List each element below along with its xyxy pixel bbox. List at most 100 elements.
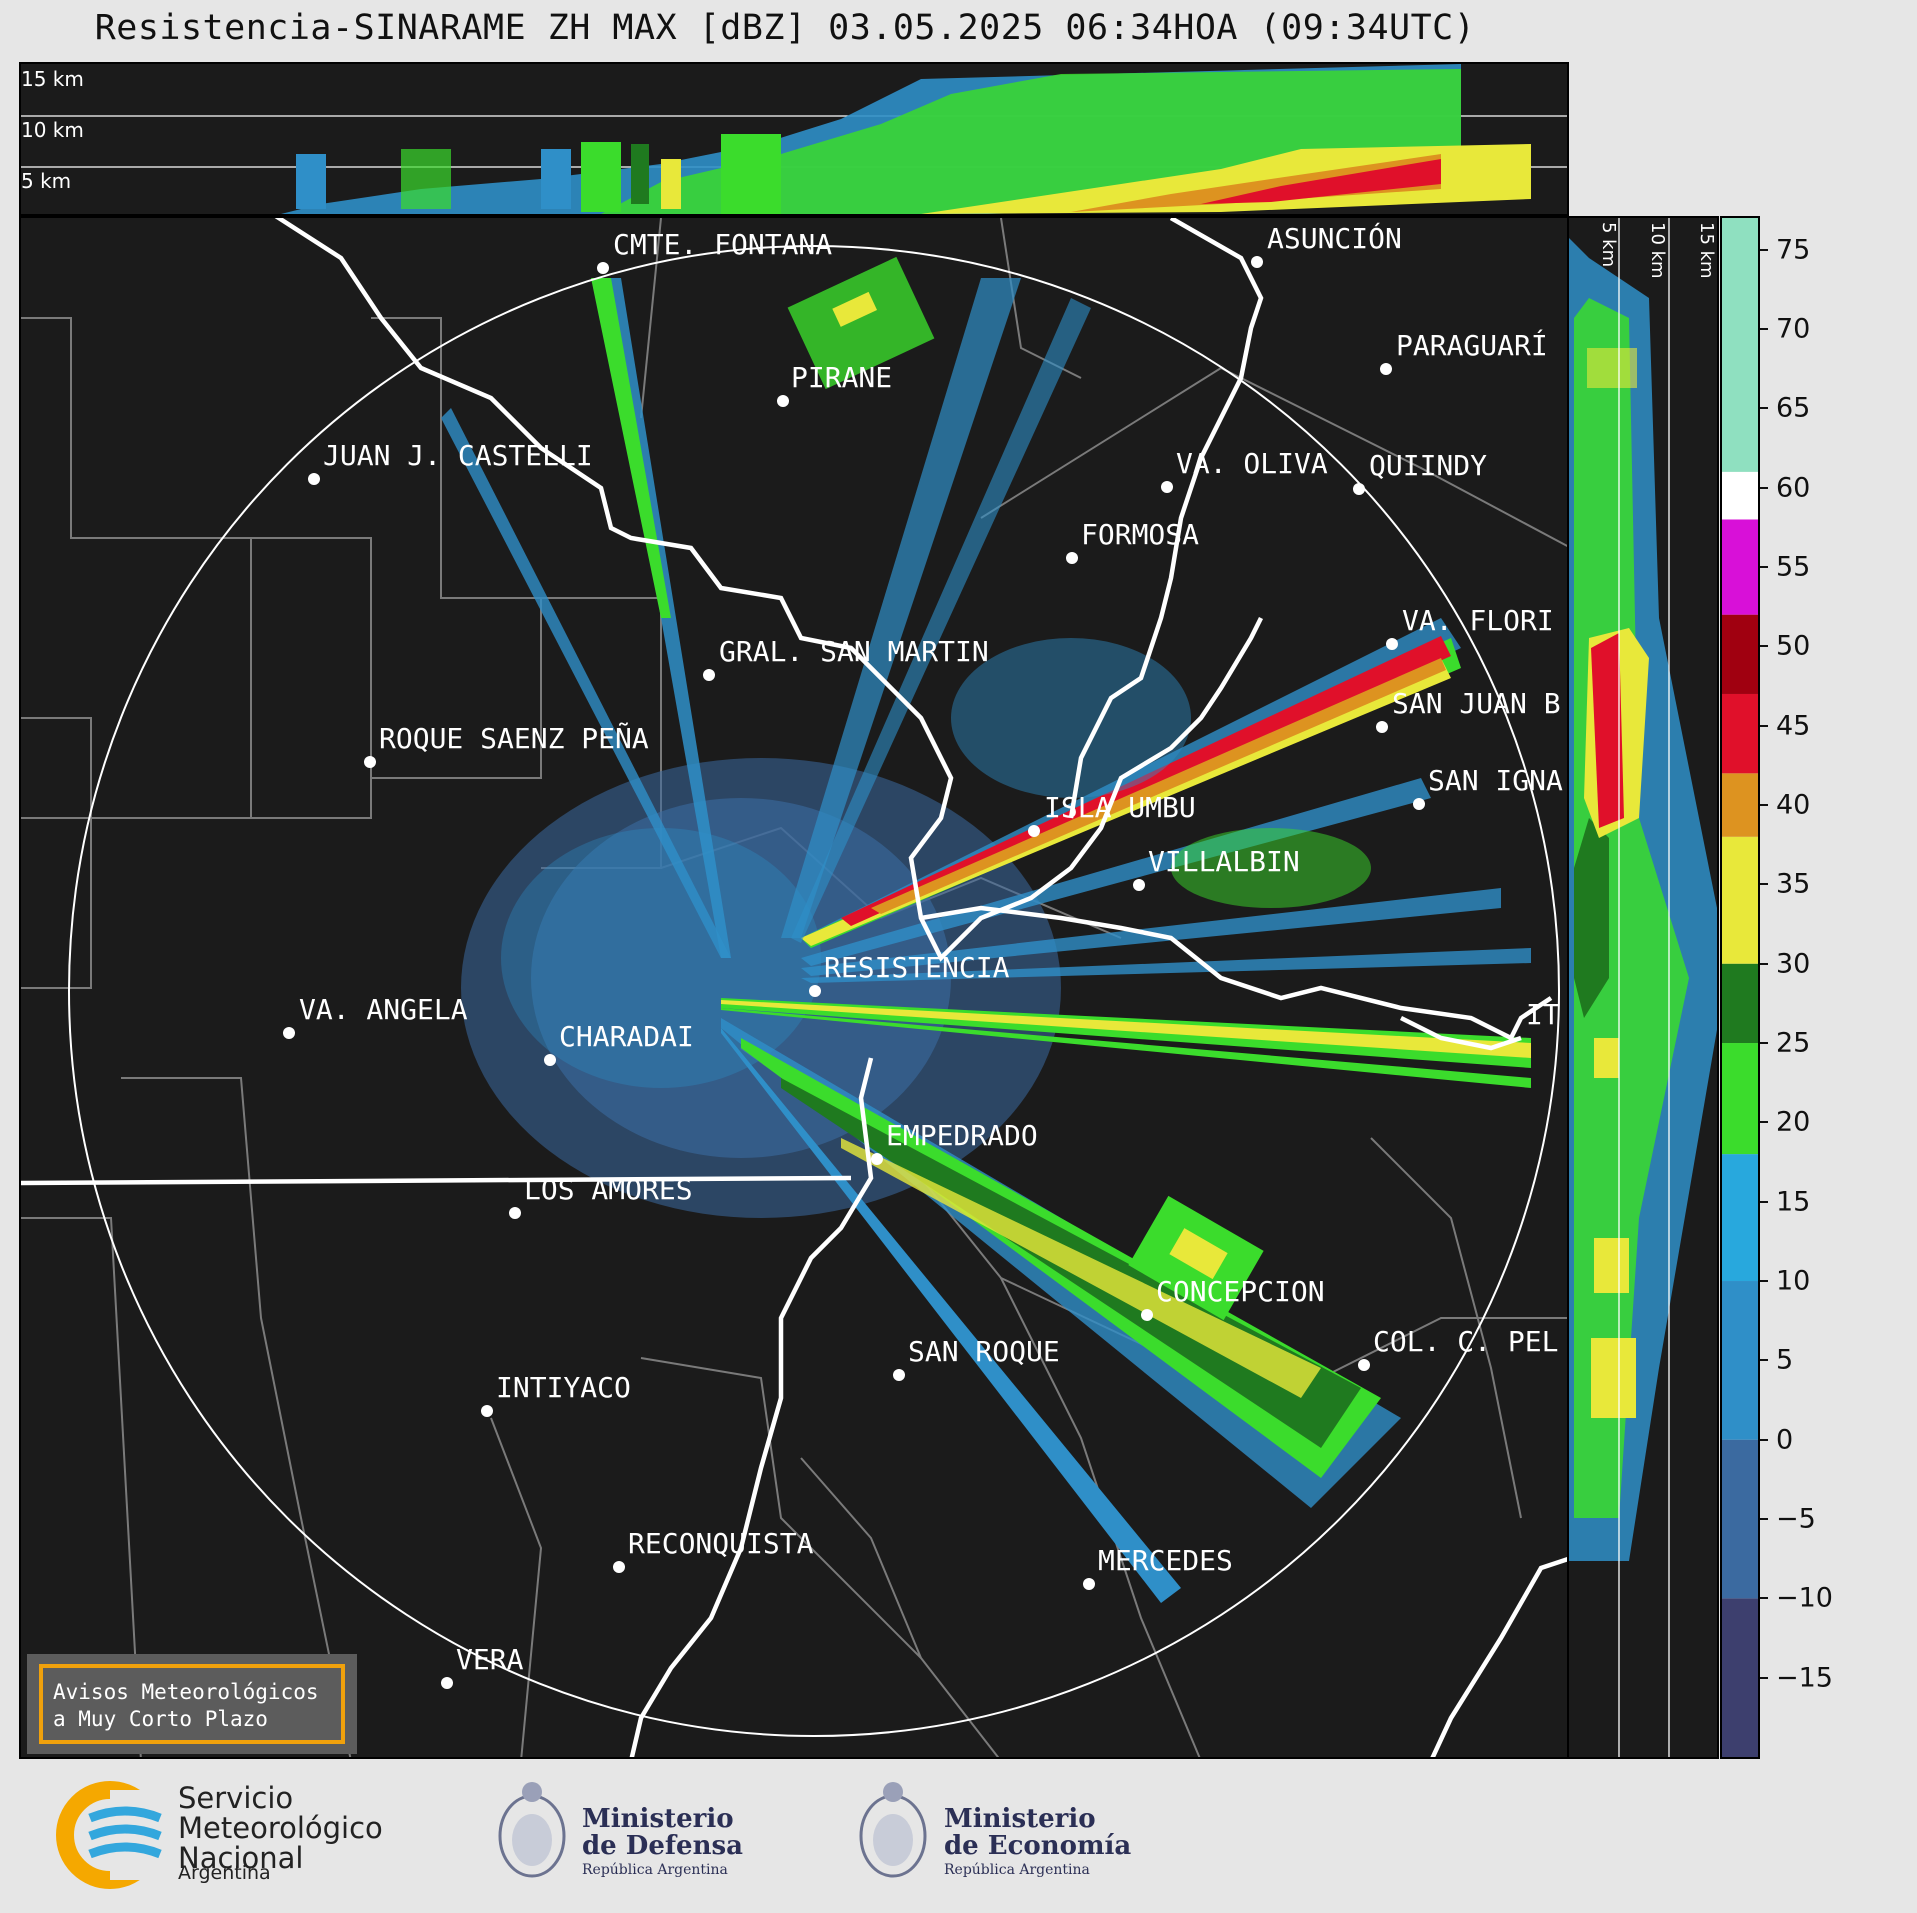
city-label: VA. FLORI — [1402, 604, 1554, 637]
side-height-label-5: 5 km — [1598, 222, 1619, 268]
colorbar-tick-mark — [1760, 1676, 1768, 1679]
colorbar-tick-label: 40 — [1776, 789, 1811, 821]
top-height-label-5: 5 km — [21, 169, 72, 193]
economia-line-1: Ministerio — [944, 1804, 1096, 1834]
coat-of-arms-icon — [859, 1782, 927, 1878]
city-label: ASUNCIÓN — [1267, 221, 1402, 255]
smn-line-1: Servicio — [178, 1781, 294, 1815]
borders-rivers — [21, 218, 1567, 1757]
map-title: Resistencia-SINARAME ZH MAX [dBZ] 03.05.… — [94, 8, 1476, 48]
colorbar-tick-label: 65 — [1776, 392, 1811, 424]
colorbar-band — [1722, 1154, 1758, 1282]
city-label: FORMOSA — [1081, 518, 1199, 551]
dbz-colorbar — [1720, 216, 1760, 1759]
side-profile-svg — [1569, 218, 1717, 1757]
city-label: CONCEPCION — [1156, 1275, 1325, 1308]
colorbar-tick-mark — [1760, 1518, 1768, 1520]
side-height-label-15: 15 km — [1696, 222, 1717, 279]
colorbar-tick-label: 30 — [1776, 948, 1811, 980]
defensa-line-1: Ministerio — [582, 1804, 734, 1834]
footer-logos — [0, 1760, 1917, 1909]
radar-map[interactable]: CMTE. FONTANA ASUNCIÓN PARAGUARÍ PIRANE … — [19, 216, 1569, 1759]
city-label: EMPEDRADO — [886, 1119, 1038, 1152]
side-height-profile-panel: 5 km 10 km 15 km — [1569, 216, 1719, 1759]
colorbar-tick-mark — [1760, 804, 1768, 807]
colorbar-tick-label: −10 — [1776, 1582, 1833, 1614]
city-label: JUAN J. CASTELLI — [323, 439, 593, 472]
smn-line-3: Nacional — [178, 1841, 304, 1875]
colorbar-tick-mark — [1760, 486, 1768, 489]
city-label: GRAL. SAN MARTIN — [719, 635, 989, 668]
city-label: VILLALBIN — [1148, 845, 1300, 878]
colorbar-tick-mark — [1760, 645, 1768, 648]
city-label: RESISTENCIA — [824, 951, 1010, 984]
colorbar-tick-label: 20 — [1776, 1106, 1811, 1138]
colorbar-ticks: 75 70 65 60 55 50 45 40 35 30 25 20 15 10 5 0 −5 −10 −15 — [1760, 216, 1880, 1759]
colorbar-tick-mark — [1760, 1042, 1768, 1045]
colorbar-tick-label: 60 — [1776, 472, 1811, 504]
colorbar-band — [1722, 1598, 1758, 1757]
colorbar-tick-mark — [1760, 962, 1768, 965]
colorbar-tick-label: 75 — [1776, 234, 1811, 266]
defensa-line-3: República Argentina — [582, 1862, 728, 1878]
colorbar-gradient — [1722, 218, 1758, 1757]
city-label: CHARADAI — [559, 1020, 694, 1053]
colorbar-band — [1722, 836, 1758, 964]
colorbar-band — [1722, 963, 1758, 1044]
city-label: ROQUE SAENZ PEÑA — [379, 721, 649, 755]
top-height-label-15: 15 km — [21, 67, 84, 91]
colorbar-tick-mark — [1760, 248, 1768, 251]
colorbar-tick-label: 55 — [1776, 551, 1811, 583]
city-label: SAN ROQUE — [908, 1335, 1060, 1368]
notice-line-2: a Muy Corto Plazo — [53, 1707, 268, 1731]
colorbar-tick-mark — [1760, 883, 1768, 886]
city-label: VA. OLIVA — [1176, 447, 1328, 480]
defensa-line-2: de Defensa — [582, 1831, 743, 1861]
city-markers — [283, 256, 1425, 1689]
nowcasting-notice[interactable]: Avisos Meteorológicos a Muy Corto Plazo — [27, 1654, 357, 1754]
notice-line-1: Avisos Meteorológicos — [53, 1680, 319, 1704]
colorbar-tick-mark — [1760, 566, 1768, 569]
smn-logo-icon — [56, 1781, 170, 1889]
colorbar-tick-mark — [1760, 724, 1768, 727]
colorbar-band — [1722, 773, 1758, 837]
colorbar-tick-label: 15 — [1776, 1186, 1811, 1218]
city-label: VA. ANGELA — [299, 993, 468, 1026]
city-labels: CMTE. FONTANA ASUNCIÓN PARAGUARÍ PIRANE … — [299, 221, 1563, 1676]
colorbar-tick-label: 10 — [1776, 1265, 1811, 1297]
colorbar-tick-label: −15 — [1776, 1662, 1833, 1694]
city-label: PIRANE — [791, 361, 892, 394]
city-label: INTIYACO — [496, 1371, 631, 1404]
footer-logo-art — [56, 1781, 927, 1889]
city-label: RECONQUISTA — [628, 1527, 814, 1560]
coat-of-arms-icon — [498, 1782, 566, 1878]
side-height-label-10: 10 km — [1647, 222, 1668, 279]
colorbar-tick-label: 5 — [1776, 1344, 1794, 1376]
city-label: SAN IGNA — [1428, 764, 1563, 797]
colorbar-tick-label: 70 — [1776, 313, 1811, 345]
city-label: COL. C. PEL — [1373, 1325, 1558, 1358]
city-label: IT — [1526, 998, 1560, 1031]
colorbar-tick-label: 50 — [1776, 630, 1811, 662]
city-label: CMTE. FONTANA — [613, 228, 832, 261]
colorbar-tick-mark — [1760, 1121, 1768, 1124]
top-profile-svg — [21, 64, 1567, 214]
radar-map-svg: CMTE. FONTANA ASUNCIÓN PARAGUARÍ PIRANE … — [21, 218, 1567, 1757]
colorbar-tick-mark — [1760, 407, 1768, 410]
colorbar-band — [1722, 693, 1758, 774]
colorbar-band — [1722, 218, 1758, 472]
colorbar-tick-mark — [1760, 1597, 1768, 1600]
city-label: MERCEDES — [1098, 1544, 1233, 1577]
colorbar-band — [1722, 471, 1758, 520]
colorbar-band — [1722, 1439, 1758, 1599]
colorbar-band — [1722, 614, 1758, 694]
smn-name: Servicio Meteorológico Nacional — [178, 1783, 383, 1873]
colorbar-tick-label: 0 — [1776, 1424, 1794, 1456]
colorbar-tick-mark — [1760, 1438, 1768, 1441]
economia-logo-text: Ministerio de Economía República Argenti… — [944, 1806, 1131, 1880]
city-label: PARAGUARÍ — [1396, 328, 1548, 362]
city-label: QUIINDY — [1369, 449, 1487, 482]
colorbar-tick-mark — [1760, 1280, 1768, 1283]
colorbar-tick-label: 45 — [1776, 710, 1811, 742]
top-height-label-10: 10 km — [21, 118, 84, 142]
